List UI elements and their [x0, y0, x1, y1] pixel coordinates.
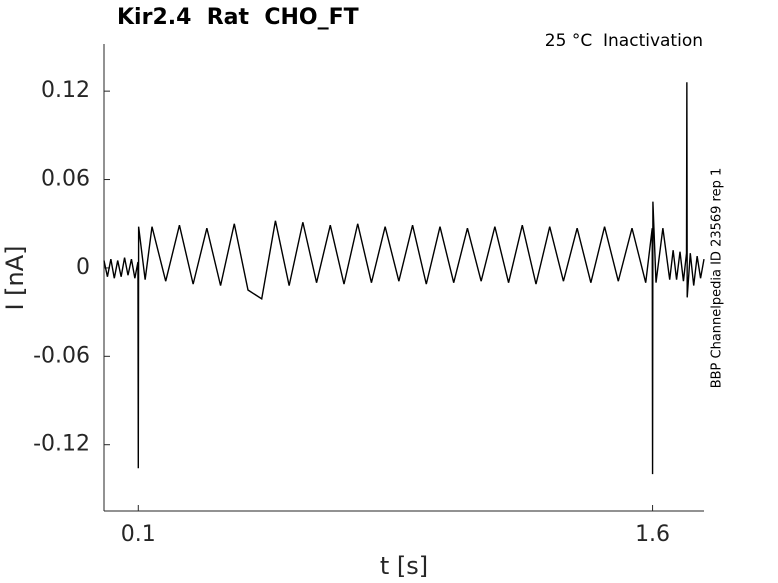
y-tick-label: 0.06	[41, 167, 90, 192]
annotation: BBP Channelpedia ID 23569 rep 1	[710, 168, 725, 389]
y-tick-label: -0.12	[33, 432, 90, 457]
x-axis-label: t [s]	[380, 552, 428, 580]
x-tick-label: 0.1	[121, 522, 156, 547]
x-tick-label: 1.6	[635, 522, 670, 547]
y-tick-label: -0.06	[33, 343, 90, 368]
trace	[103, 82, 705, 475]
y-tick-label: 0.12	[41, 78, 90, 103]
chart-title: Kir2.4 Rat CHO_FT	[117, 5, 359, 30]
chart-subtitle: 25 °C Inactivation	[545, 31, 703, 51]
y-axis-label: I [nA]	[1, 245, 29, 310]
y-tick-label: 0	[76, 255, 90, 280]
